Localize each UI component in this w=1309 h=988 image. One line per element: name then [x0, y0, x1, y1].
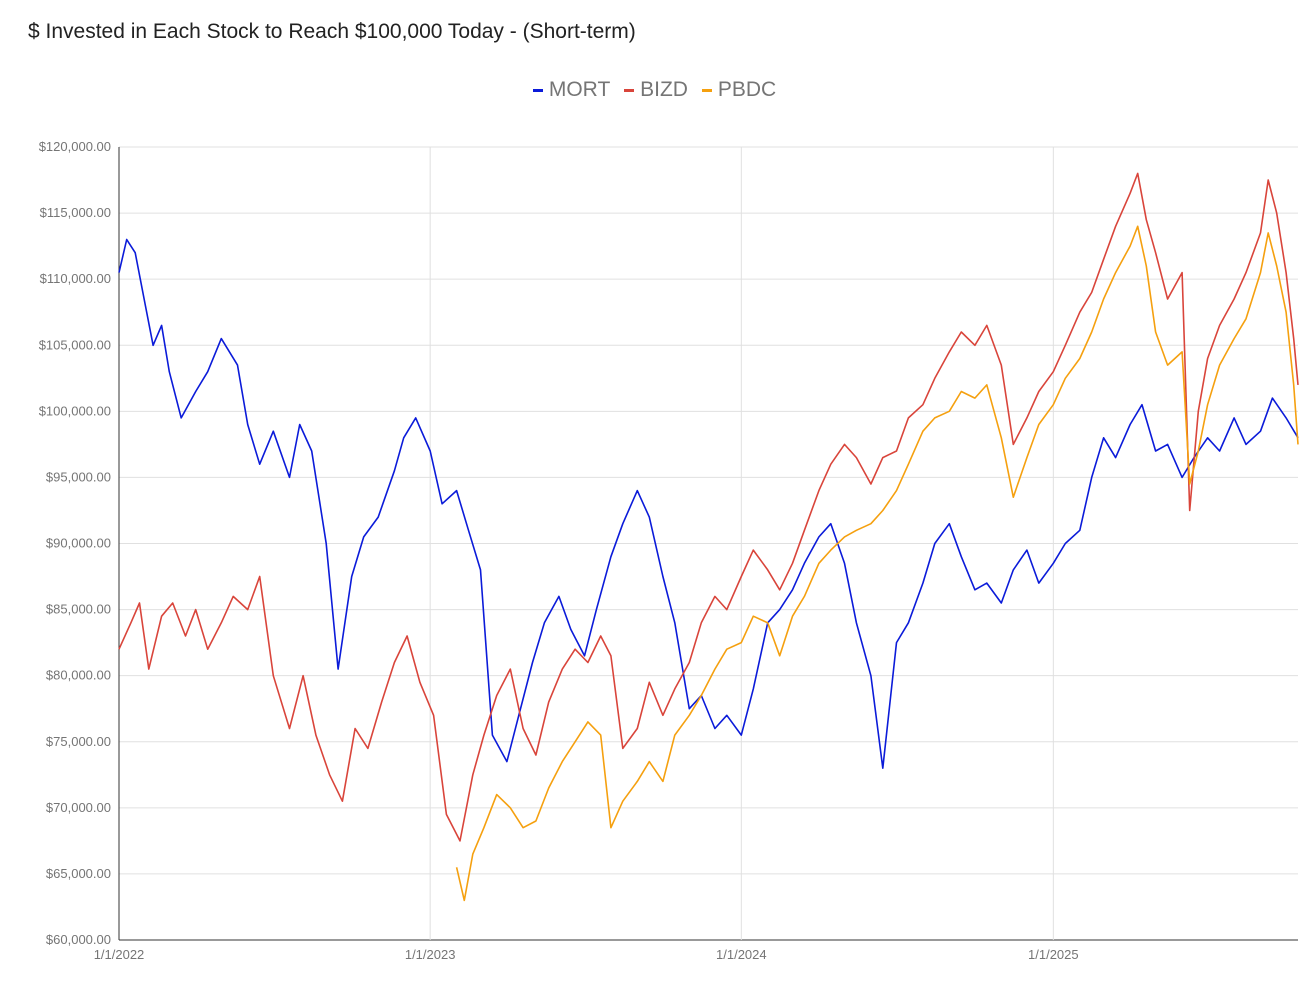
legend-swatch-pbdc	[701, 88, 712, 92]
x-tick-label: 1/1/2022	[94, 947, 145, 962]
y-tick-label: $60,000.00	[46, 932, 111, 947]
y-tick-label: $110,000.00	[40, 271, 111, 286]
x-tick-label: 1/1/2024	[716, 947, 767, 962]
legend-item-mort[interactable]: MORT	[532, 78, 611, 102]
grid-layer	[118, 146, 1298, 941]
legend-item-pbdc[interactable]: PBDC	[701, 78, 777, 102]
legend-item-bizd[interactable]: BIZD	[624, 78, 688, 102]
series-line-pbdc[interactable]	[455, 225, 1299, 902]
series-layer	[118, 172, 1299, 902]
y-tick-label: $65,000.00	[46, 866, 111, 881]
legend-label-bizd: BIZD	[640, 78, 688, 101]
y-tick-label: $70,000.00	[46, 800, 111, 815]
series-line-bizd[interactable]	[118, 172, 1299, 842]
y-tick-label: $85,000.00	[46, 602, 111, 617]
axis-layer: $60,000.00 $65,000.00 $70,000.00 $75,000.00…	[39, 139, 1079, 962]
chart-legend: MORT BIZD PBDC	[0, 78, 1309, 102]
x-tick-label: 1/1/2023	[405, 947, 456, 962]
y-tick-label: $95,000.00	[46, 469, 111, 484]
y-tick-label: $120,000.00	[39, 139, 111, 154]
x-tick-label: 1/1/2025	[1028, 947, 1079, 962]
y-tick-label: $90,000.00	[46, 536, 111, 551]
series-line-mort[interactable]	[118, 238, 1299, 769]
y-tick-label: $80,000.00	[46, 668, 111, 683]
legend-label-mort: MORT	[548, 78, 611, 101]
legend-swatch-mort	[532, 88, 543, 92]
chart-title: $ Invested in Each Stock to Reach $100,0…	[28, 20, 636, 43]
legend-swatch-bizd	[624, 88, 635, 92]
legend-label-pbdc: PBDC	[717, 78, 777, 101]
y-tick-label: $75,000.00	[46, 734, 111, 749]
y-tick-label: $115,000.00	[40, 205, 111, 220]
y-tick-label: $105,000.00	[39, 337, 111, 352]
y-tick-label: $100,000.00	[39, 403, 111, 418]
